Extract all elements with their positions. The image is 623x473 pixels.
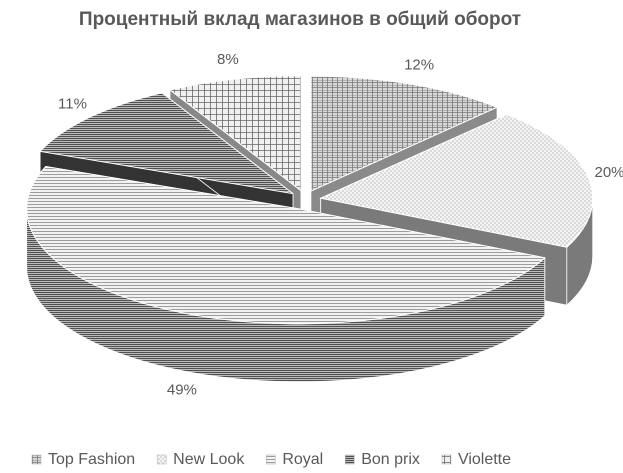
legend-swatch [344,454,355,465]
data-label: 12% [404,57,434,74]
legend-label: Violette [458,451,511,468]
legend: Top Fashion New Look Royal Bon prix Violette [31,451,511,468]
slice [39,92,294,195]
pie: 12% 20% 49% 11% 8% [26,51,623,399]
slice [26,165,546,325]
data-label: 20% [594,164,623,181]
legend-label: Royal [282,451,323,468]
data-label: 8% [217,51,239,68]
legend-label: New Look [173,451,245,468]
chart-title: Процентный вклад магазинов в общий оборо… [79,9,521,30]
legend-swatch [441,454,452,465]
slice [319,113,594,248]
legend-swatch [31,454,42,465]
legend-label: Top Fashion [48,451,135,468]
slice [310,75,499,192]
legend-swatch [266,454,276,465]
data-label: 11% [58,95,87,112]
legend-swatch [156,454,167,465]
data-label: 49% [167,382,197,399]
slice [168,75,302,192]
legend-label: Bon prix [361,451,420,468]
